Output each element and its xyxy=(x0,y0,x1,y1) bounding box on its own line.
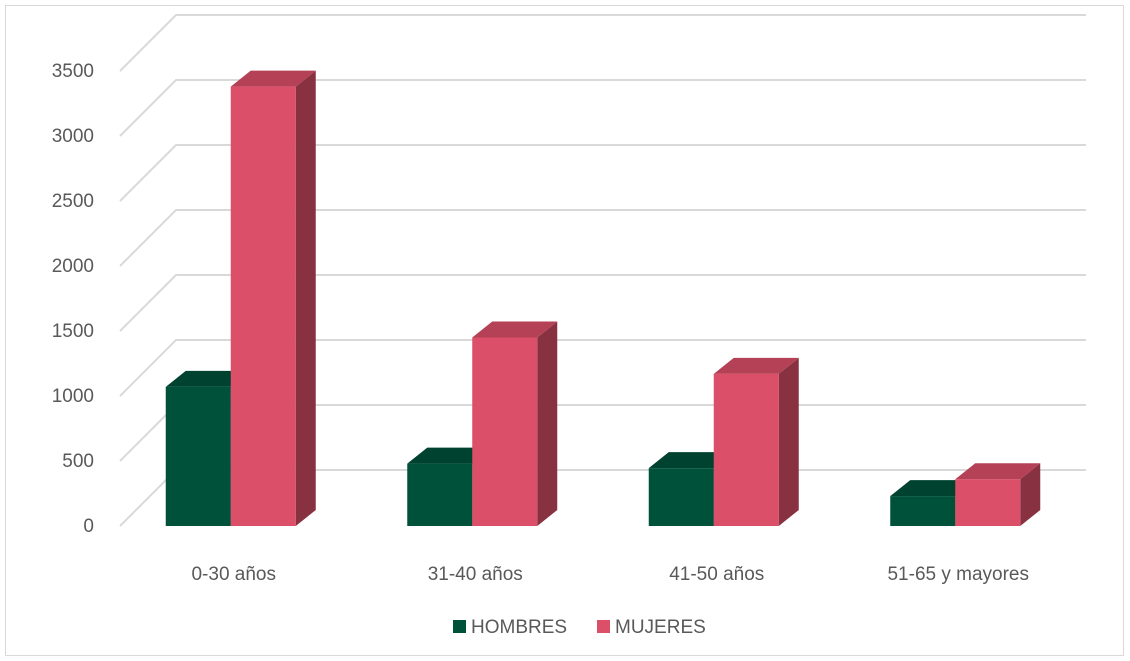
legend-swatch-mujeres xyxy=(597,620,610,633)
bar-top xyxy=(472,321,558,338)
bar-side xyxy=(537,321,558,526)
bar xyxy=(713,357,799,526)
x-category-label: 51-65 y mayores xyxy=(887,564,1029,585)
gridline xyxy=(119,14,1086,72)
bar-top xyxy=(230,70,316,87)
bar-top xyxy=(648,452,734,469)
bar-front xyxy=(165,386,231,526)
bar-front xyxy=(230,86,296,526)
gridline xyxy=(119,339,1086,397)
y-tick-label: 3500 xyxy=(52,61,94,82)
legend-label-mujeres: MUJERES xyxy=(615,617,706,638)
bar-side xyxy=(778,357,799,526)
y-tick-label: 3000 xyxy=(52,126,94,147)
gridline xyxy=(119,144,1086,202)
bar xyxy=(955,463,1041,526)
x-axis-labels: 0-30 años 31-40 años 41-50 años 51-65 y may… xyxy=(191,564,1029,585)
bar-front xyxy=(955,479,1021,526)
bars xyxy=(165,70,1041,526)
x-category-label: 31-40 años xyxy=(428,564,523,585)
gridline xyxy=(119,209,1086,267)
y-tick-label: 1000 xyxy=(52,386,94,407)
bar-side xyxy=(1020,463,1041,526)
gridlines xyxy=(119,14,1086,527)
y-tick-label: 1500 xyxy=(52,321,94,342)
legend-label-hombres: HOMBRES xyxy=(471,617,567,638)
x-category-label: 0-30 años xyxy=(191,564,276,585)
bar-front xyxy=(890,496,956,526)
y-axis-labels: 0 500 1000 1500 2000 2500 3000 3500 xyxy=(52,61,94,537)
bar xyxy=(230,70,316,526)
bar-chart: 0 500 1000 1500 2000 2500 3000 3500 0-30 años 31… xyxy=(52,14,1086,638)
bar-front xyxy=(648,468,714,526)
bar-front xyxy=(472,337,538,526)
bar-side xyxy=(295,70,316,526)
bar-top xyxy=(165,370,251,387)
bar xyxy=(472,321,558,526)
legend: HOMBRES MUJERES xyxy=(453,617,706,638)
chart-frame: 0 500 1000 1500 2000 2500 3000 3500 0-30 años 31… xyxy=(5,5,1124,656)
bar-top xyxy=(890,480,976,497)
bar-front xyxy=(713,373,779,526)
y-tick-label: 0 xyxy=(83,516,94,537)
bar-front xyxy=(407,463,473,526)
y-tick-label: 2000 xyxy=(52,256,94,277)
legend-swatch-hombres xyxy=(453,620,466,633)
bar-top xyxy=(407,447,493,464)
gridline xyxy=(119,274,1086,332)
x-category-label: 41-50 años xyxy=(669,564,764,585)
y-tick-label: 2500 xyxy=(52,191,94,212)
gridline xyxy=(119,79,1086,137)
bar-top xyxy=(713,357,799,374)
bar-top xyxy=(955,463,1041,480)
y-tick-label: 500 xyxy=(62,451,94,472)
